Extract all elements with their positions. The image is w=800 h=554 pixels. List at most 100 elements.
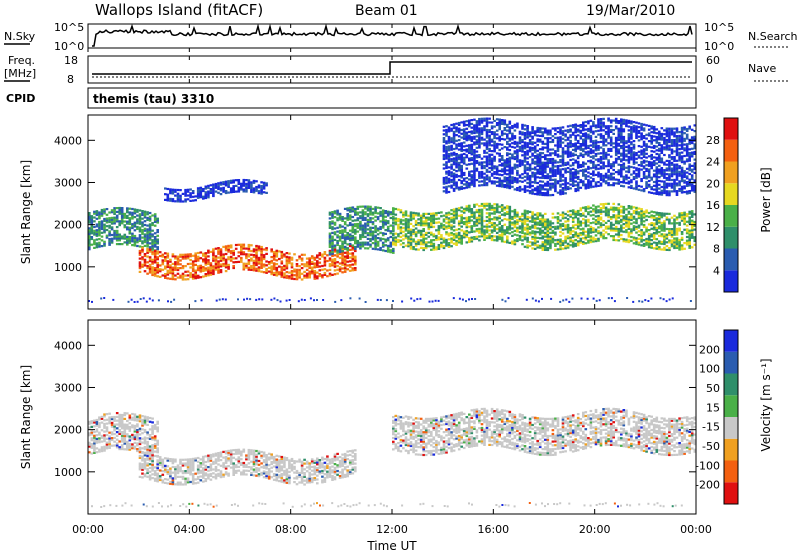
heatmap-cell <box>538 184 542 187</box>
heatmap-cell <box>571 243 575 246</box>
heatmap-cell <box>351 225 355 228</box>
heatmap-cell <box>513 123 517 126</box>
heatmap-cell <box>260 255 263 258</box>
heatmap-cell <box>473 131 476 135</box>
heatmap-cell <box>138 270 142 273</box>
heatmap-cell <box>141 248 144 251</box>
heatmap-cell <box>257 258 261 261</box>
heatmap-cell <box>270 261 273 264</box>
heatmap-cell <box>607 202 610 205</box>
heatmap-cell <box>338 229 342 233</box>
heatmap-cell <box>174 261 177 264</box>
heatmap-cell <box>571 220 575 223</box>
heatmap-cell <box>559 248 562 251</box>
heatmap-cell <box>541 180 545 183</box>
heatmap-cell <box>627 224 631 227</box>
heatmap-cell <box>424 212 428 215</box>
heatmap-cell <box>462 122 466 125</box>
heatmap-cell <box>285 261 289 264</box>
heatmap-cell <box>440 224 443 227</box>
heatmap-cell <box>209 189 213 193</box>
heatmap-cell <box>478 235 481 238</box>
heatmap-cell <box>328 223 332 226</box>
heatmap-cell <box>612 178 615 181</box>
heatmap-cell <box>234 179 238 182</box>
heatmap-cell <box>462 132 466 135</box>
heatmap-cell <box>599 210 603 213</box>
heatmap-cell <box>475 125 479 128</box>
heatmap-cell <box>115 231 119 234</box>
heatmap-cell <box>126 222 129 225</box>
heatmap-cell <box>164 187 167 190</box>
heatmap-cell <box>483 231 486 234</box>
heatmap-cell <box>303 263 306 266</box>
heatmap-cell <box>576 232 580 235</box>
heatmap-cell <box>351 259 355 262</box>
heatmap-cell <box>607 136 610 139</box>
heatmap-cell <box>331 228 334 231</box>
heatmap-cell <box>620 120 623 123</box>
heatmap-cell <box>488 142 491 145</box>
heatmap-cell <box>156 229 159 232</box>
heatmap-cell <box>518 149 522 152</box>
heatmap-cell <box>627 119 631 122</box>
heatmap-cell <box>597 146 600 149</box>
heatmap-cell <box>430 225 433 229</box>
heatmap-cell <box>523 164 527 167</box>
heatmap-cell <box>511 217 514 220</box>
heatmap-cell <box>688 231 691 234</box>
heatmap-cell <box>536 231 539 234</box>
heatmap-cell <box>576 181 580 184</box>
heatmap-cell <box>359 245 362 248</box>
heatmap-cell <box>331 214 334 217</box>
heatmap-cell <box>693 238 697 241</box>
heatmap-cell <box>663 239 666 242</box>
heatmap-cell <box>417 242 420 246</box>
heatmap-cell <box>480 121 484 124</box>
heatmap-cell <box>569 168 572 171</box>
heatmap-cell <box>250 249 253 253</box>
heatmap-cell <box>386 250 390 253</box>
heatmap-cell <box>533 238 537 241</box>
heatmap-cell <box>592 208 595 211</box>
heatmap-cell <box>566 151 570 155</box>
heatmap-cell <box>229 250 233 253</box>
heatmap-cell <box>544 233 547 236</box>
heatmap-cell <box>574 129 577 132</box>
heatmap-cell <box>462 145 466 148</box>
heatmap-cell <box>582 123 585 126</box>
heatmap-cell <box>455 228 458 231</box>
heatmap-cell <box>582 140 585 143</box>
heatmap-cell <box>576 157 580 160</box>
heatmap-cell <box>100 222 104 225</box>
heatmap-cell <box>399 239 403 242</box>
heatmap-cell <box>663 214 666 217</box>
heatmap-cell <box>442 140 446 143</box>
heatmap-cell <box>252 254 256 257</box>
heatmap-cell <box>103 242 106 245</box>
heatmap-cell <box>685 230 689 233</box>
heatmap-cell <box>133 208 137 211</box>
heatmap-cell <box>544 165 547 168</box>
heatmap-cell <box>219 255 223 259</box>
heatmap-cell <box>523 170 527 173</box>
heatmap-cell <box>176 194 180 197</box>
heatmap-cell <box>607 132 610 135</box>
heatmap-cell <box>574 131 577 134</box>
heatmap-cell <box>668 228 671 231</box>
heatmap-cell <box>518 231 522 234</box>
heatmap-cell <box>630 150 633 153</box>
heatmap-cell <box>432 225 436 228</box>
heatmap-cell <box>105 221 109 224</box>
heatmap-cell <box>473 213 476 216</box>
heatmap-cell <box>483 138 486 141</box>
heatmap-cell <box>647 211 651 215</box>
heatmap-cell <box>90 236 94 239</box>
heatmap-cell <box>625 176 628 179</box>
heatmap-cell <box>622 130 626 133</box>
heatmap-cell <box>457 139 461 142</box>
heatmap-cell <box>665 218 669 221</box>
heatmap-cell <box>283 272 286 275</box>
heatmap-cell <box>354 213 357 216</box>
heatmap-cell <box>432 233 436 236</box>
